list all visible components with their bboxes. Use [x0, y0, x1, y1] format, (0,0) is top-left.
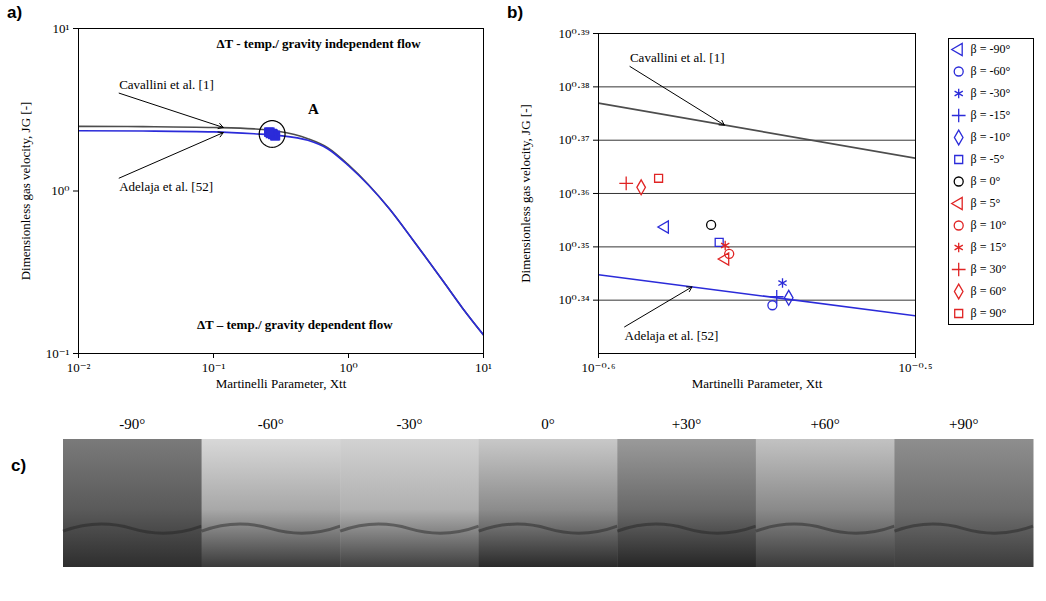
svg-text:β = 60°: β = 60° [971, 284, 1007, 298]
svg-text:β = 15°: β = 15° [971, 240, 1007, 254]
svg-text:10⁻¹: 10⁻¹ [202, 360, 226, 375]
svg-text:β = -60°: β = -60° [971, 64, 1011, 78]
svg-text:10⁻¹: 10⁻¹ [46, 346, 70, 361]
svg-text:β = -5°: β = -5° [971, 152, 1005, 166]
svg-text:10⁻²: 10⁻² [67, 360, 91, 375]
svg-text:c): c) [11, 456, 26, 475]
svg-text:ΔT – temp./ gravity dependent: ΔT – temp./ gravity dependent flow [197, 317, 393, 332]
html-text:b): b) [507, 3, 523, 22]
svg-text:β = -30°: β = -30° [971, 86, 1011, 100]
svg-text:10⁰·³⁵: 10⁰·³⁵ [559, 239, 590, 254]
svg-text:10¹: 10¹ [53, 21, 70, 36]
svg-text:-30°: -30° [396, 416, 422, 432]
svg-text:β = -10°: β = -10° [971, 130, 1011, 144]
svg-text:10⁰·³⁸: 10⁰·³⁸ [559, 79, 590, 94]
svg-text:β = 10°: β = 10° [971, 218, 1007, 232]
svg-text:Dimensionless gas velocity, JG: Dimensionless gas velocity, JG [-] [18, 102, 33, 281]
svg-text:Adelaja et al. [52]: Adelaja et al. [52] [625, 328, 719, 343]
html-text:a): a) [7, 3, 23, 22]
svg-text:β = -15°: β = -15° [971, 108, 1011, 122]
svg-text:+30°: +30° [672, 416, 701, 432]
svg-text:Dimensionless gas velocity, JG: Dimensionless gas velocity, JG [-] [518, 104, 533, 283]
svg-text:10⁰·³⁶: 10⁰·³⁶ [559, 186, 590, 201]
svg-text:-90°: -90° [119, 416, 145, 432]
svg-text:ΔT - temp./ gravity independen: ΔT - temp./ gravity independent flow [216, 36, 421, 51]
svg-text:10⁰: 10⁰ [51, 183, 69, 198]
svg-text:+60°: +60° [810, 416, 839, 432]
svg-text:10⁻⁰·⁵: 10⁻⁰·⁵ [899, 360, 933, 375]
svg-text:0°: 0° [541, 416, 555, 432]
svg-text:Cavallini et al. [1]: Cavallini et al. [1] [630, 50, 725, 65]
svg-text:10⁰·³⁴: 10⁰·³⁴ [559, 292, 590, 307]
svg-text:A: A [308, 101, 319, 117]
svg-text:β = 30°: β = 30° [971, 262, 1007, 276]
svg-text:10⁰·³⁷: 10⁰·³⁷ [559, 132, 590, 147]
svg-text:-60°: -60° [258, 416, 284, 432]
svg-text:Adelaja et al. [52]: Adelaja et al. [52] [119, 179, 213, 194]
svg-text:10⁻⁰·⁶: 10⁻⁰·⁶ [582, 360, 616, 375]
svg-text:Martinelli Parameter, Xtt: Martinelli Parameter, Xtt [216, 376, 347, 391]
svg-text:10¹: 10¹ [475, 360, 492, 375]
svg-text:10⁰·³⁹: 10⁰·³⁹ [559, 26, 590, 41]
svg-text:β = 90°: β = 90° [971, 306, 1007, 320]
svg-text:Martinelli Parameter, Xtt: Martinelli Parameter, Xtt [692, 376, 823, 391]
svg-text:10⁰: 10⁰ [339, 360, 357, 375]
svg-text:β = 5°: β = 5° [971, 196, 1001, 210]
svg-text:+90°: +90° [949, 416, 978, 432]
svg-text:Cavallini et al. [1]: Cavallini et al. [1] [119, 77, 214, 92]
svg-text:β = -90°: β = -90° [971, 42, 1011, 56]
svg-text:β = 0°: β = 0° [971, 174, 1001, 188]
